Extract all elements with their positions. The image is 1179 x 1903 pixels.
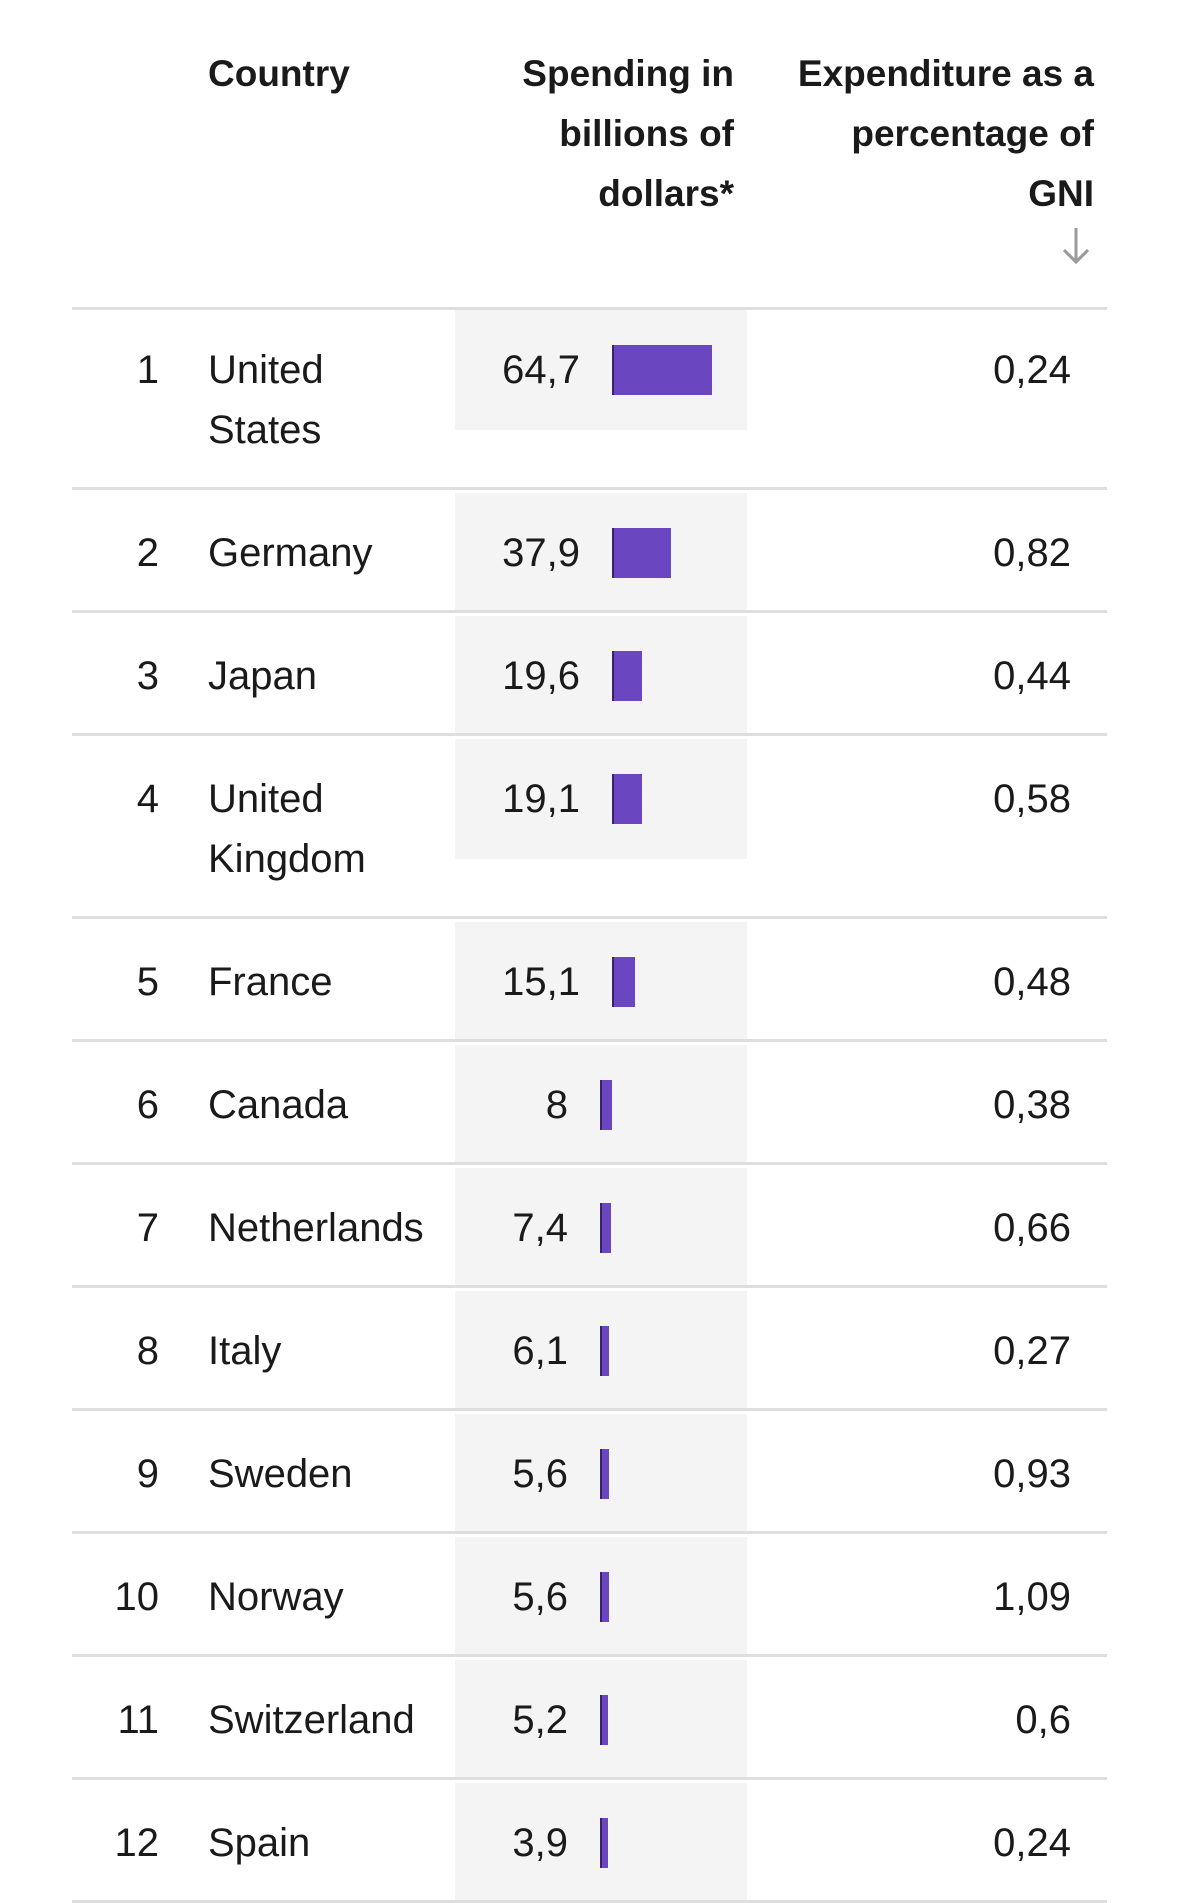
spending-value: 37,9	[502, 531, 580, 575]
rank-cell: 8	[136, 1329, 159, 1373]
country-cell: Germany	[208, 531, 373, 575]
row-divider	[72, 733, 1107, 736]
row-divider	[72, 1285, 1107, 1288]
column-header-spending-line: dollars*	[598, 173, 734, 214]
country-cell: United Kingdom	[208, 777, 366, 881]
spending-cell-background	[455, 739, 747, 859]
country-cell: United States	[208, 348, 324, 452]
column-header-spending-line: Spending in	[522, 53, 734, 94]
gni-value: 0,38	[993, 1083, 1071, 1127]
column-header-country-label: Country	[208, 53, 350, 94]
column-header-gni-line: percentage of	[851, 113, 1094, 154]
table-row: 3 Japan 19,6 0,44	[0, 616, 1179, 736]
gni-value: 0,82	[993, 531, 1071, 575]
rank-cell: 10	[114, 1575, 160, 1619]
table-row: 10 Norway 5,6 1,09	[0, 1537, 1179, 1657]
spending-bar	[600, 1695, 608, 1745]
spending-bar	[612, 528, 671, 578]
spending-bar	[600, 1449, 609, 1499]
row-divider	[72, 1654, 1107, 1657]
country-cell: France	[208, 960, 333, 1004]
arrow-down-icon[interactable]	[1058, 226, 1094, 266]
spending-value: 15,1	[502, 960, 580, 1004]
rank-cell: 1	[136, 348, 159, 392]
gni-value: 0,6	[1015, 1698, 1071, 1742]
gni-value: 0,93	[993, 1452, 1071, 1496]
gni-value: 0,66	[993, 1206, 1071, 1250]
row-divider	[72, 1531, 1107, 1534]
gni-value: 0,24	[993, 348, 1071, 392]
spending-bar	[600, 1572, 609, 1622]
spending-value: 19,1	[502, 777, 580, 821]
rank-cell: 12	[114, 1821, 160, 1865]
spending-value: 8	[545, 1083, 568, 1127]
column-header-country[interactable]: Country	[208, 44, 350, 104]
spending-bar	[612, 345, 712, 395]
row-divider	[72, 1162, 1107, 1165]
table-row: 6 Canada 8 0,38	[0, 1045, 1179, 1165]
table-row: 4 United Kingdom 19,1 0,58	[0, 739, 1179, 919]
gni-value: 0,24	[993, 1821, 1071, 1865]
spending-value: 7,4	[512, 1206, 568, 1250]
gni-value: 1,09	[993, 1575, 1071, 1619]
row-divider	[72, 1039, 1107, 1042]
column-header-spending[interactable]: Spending in billions of dollars*	[474, 44, 734, 224]
table-row: 11 Switzerland 5,2 0,6	[0, 1660, 1179, 1780]
column-header-spending-line: billions of	[559, 113, 734, 154]
rank-cell: 5	[136, 960, 159, 1004]
row-divider	[72, 1777, 1107, 1780]
country-cell: Netherlands	[208, 1206, 424, 1250]
country-cell: Spain	[208, 1821, 311, 1865]
rank-cell: 2	[136, 531, 159, 575]
table-row: 5 France 15,1 0,48	[0, 922, 1179, 1042]
spending-bar	[600, 1818, 608, 1868]
row-divider	[72, 916, 1107, 919]
spending-value: 5,6	[512, 1452, 568, 1496]
gni-value: 0,58	[993, 777, 1071, 821]
rank-cell: 7	[136, 1206, 159, 1250]
table-row: 1 United States 64,7 0,24	[0, 310, 1179, 490]
table-top-rule	[72, 307, 1107, 310]
row-divider	[72, 610, 1107, 613]
gni-value: 0,44	[993, 654, 1071, 698]
spending-cell-background	[455, 493, 747, 613]
row-divider	[72, 487, 1107, 490]
spending-value: 5,2	[512, 1698, 568, 1742]
spending-value: 64,7	[502, 348, 580, 392]
table-row: 9 Sweden 5,6 0,93	[0, 1414, 1179, 1534]
country-cell: Switzerland	[208, 1698, 415, 1742]
spending-bar	[612, 774, 642, 824]
spending-bar	[600, 1080, 612, 1130]
country-cell: Sweden	[208, 1452, 353, 1496]
spending-value: 6,1	[512, 1329, 568, 1373]
spending-value: 19,6	[502, 654, 580, 698]
spending-bar	[600, 1326, 609, 1376]
spending-cell-background	[455, 922, 747, 1042]
table-row: 2 Germany 37,9 0,82	[0, 493, 1179, 613]
column-header-gni[interactable]: Expenditure as a percentage of GNI	[744, 44, 1094, 224]
table-row: 8 Italy 6,1 0,27	[0, 1291, 1179, 1411]
column-header-gni-line: GNI	[1028, 173, 1094, 214]
spending-bar	[612, 957, 635, 1007]
gni-value: 0,27	[993, 1329, 1071, 1373]
rank-cell: 3	[136, 654, 159, 698]
table-row: 7 Netherlands 7,4 0,66	[0, 1168, 1179, 1288]
rank-cell: 11	[117, 1698, 159, 1742]
country-cell: Norway	[208, 1575, 344, 1619]
spending-value: 3,9	[512, 1821, 568, 1865]
country-cell: Canada	[208, 1083, 349, 1127]
country-cell: Japan	[208, 654, 317, 698]
spending-bar	[612, 651, 642, 701]
spending-cell-background	[455, 616, 747, 736]
table-row: 12 Spain 3,9 0,24	[0, 1783, 1179, 1903]
spending-bar	[600, 1203, 611, 1253]
spending-value: 5,6	[512, 1575, 568, 1619]
column-header-gni-line: Expenditure as a	[797, 53, 1094, 94]
rank-cell: 4	[136, 777, 159, 821]
rank-cell: 6	[136, 1083, 159, 1127]
country-cell: Italy	[208, 1329, 282, 1373]
rank-cell: 9	[136, 1452, 159, 1496]
row-divider	[72, 1408, 1107, 1411]
gni-value: 0,48	[993, 960, 1071, 1004]
